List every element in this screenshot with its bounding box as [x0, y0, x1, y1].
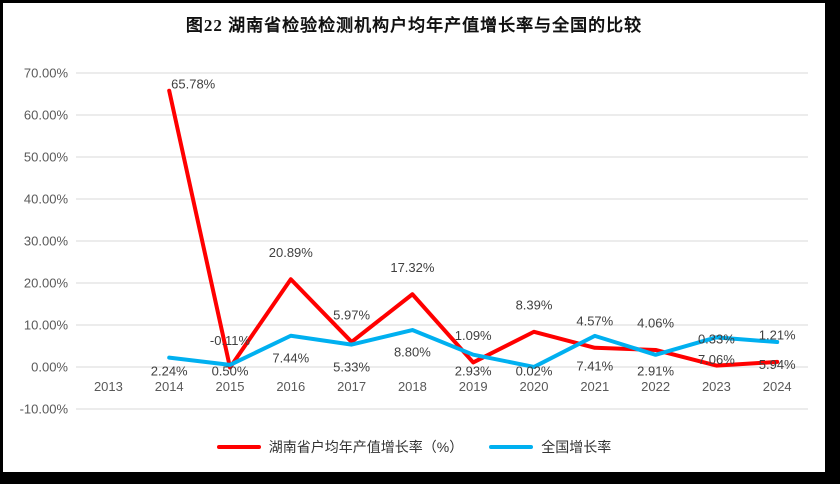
y-axis-tick-label: 10.00% [24, 318, 69, 333]
x-axis-category-label: 2023 [702, 379, 731, 394]
line-chart: 70.00% 60.00% 50.00% 40.00% 30.00% 20.00% 10.0… [20, 66, 808, 417]
data-label: 4.06% [637, 316, 674, 331]
data-label: 0.33% [698, 331, 735, 346]
data-label: 4.57% [576, 314, 613, 329]
data-label: 7.44% [272, 350, 309, 365]
series-line-hunan [167, 88, 780, 370]
y-axis-tick-label: 60.00% [24, 108, 69, 123]
data-label: 17.32% [390, 260, 435, 275]
x-axis-category-label: 2016 [276, 379, 305, 394]
y-axis-tick-label: 0.00% [31, 360, 68, 375]
y-axis-tick-label: 20.00% [24, 276, 69, 291]
national-line-swatch [489, 445, 534, 449]
data-label: 5.94% [759, 357, 796, 372]
data-label: -0.11% [210, 333, 251, 348]
legend-label-hunan: 湖南省户均年产值增长率（%） [268, 439, 464, 455]
x-axis-category-label: 2021 [580, 379, 609, 394]
hunan-line-swatch [216, 445, 261, 449]
x-axis-category-label: 2020 [520, 379, 549, 394]
series-line-national [167, 328, 780, 369]
y-axis-tick-label: 50.00% [24, 150, 69, 165]
data-label: 8.80% [394, 345, 431, 360]
data-label: 5.97% [333, 308, 370, 323]
data-label: 2.93% [455, 364, 492, 379]
data-label: 5.33% [333, 359, 370, 374]
data-label: 0.50% [212, 364, 249, 379]
data-label: 20.89% [269, 245, 314, 260]
data-label: 2.91% [637, 364, 674, 379]
x-axis-category-label: 2017 [337, 379, 366, 394]
y-axis-tick-label: 30.00% [24, 234, 69, 249]
y-axis-tick-label: 40.00% [24, 192, 69, 207]
legend-item-hunan: 湖南省户均年产值增长率（%） [216, 437, 464, 457]
x-axis-category-label: 2022 [641, 379, 670, 394]
data-label: 8.39% [516, 297, 553, 312]
x-axis-category-label: 2019 [459, 379, 488, 394]
chart-title: 图22 湖南省检验检测机构户均年产值增长率与全国的比较 [185, 16, 643, 35]
x-axis-category-label: 2013 [94, 379, 123, 394]
x-axis-category-label: 2015 [216, 379, 245, 394]
data-label: 1.21% [759, 328, 796, 343]
x-axis-category-label: 2014 [155, 379, 184, 394]
chart-legend: 湖南省户均年产值增长率（%） 全国增长率 [3, 437, 825, 457]
legend-item-national: 全国增长率 [489, 437, 611, 457]
x-axis-category-label: 2024 [763, 379, 792, 394]
y-axis-tick-label: 70.00% [24, 66, 69, 81]
data-label: 65.78% [171, 76, 216, 91]
data-label: 2.24% [151, 364, 188, 379]
data-label: 1.09% [455, 328, 492, 343]
x-axis-category-label: 2018 [398, 379, 427, 394]
data-label: 0.02% [516, 364, 553, 379]
data-label: 7.06% [698, 352, 735, 367]
legend-label-national: 全国增长率 [541, 439, 612, 455]
data-label: 7.41% [576, 359, 613, 374]
y-axis-tick-label: -10.00% [20, 402, 69, 417]
